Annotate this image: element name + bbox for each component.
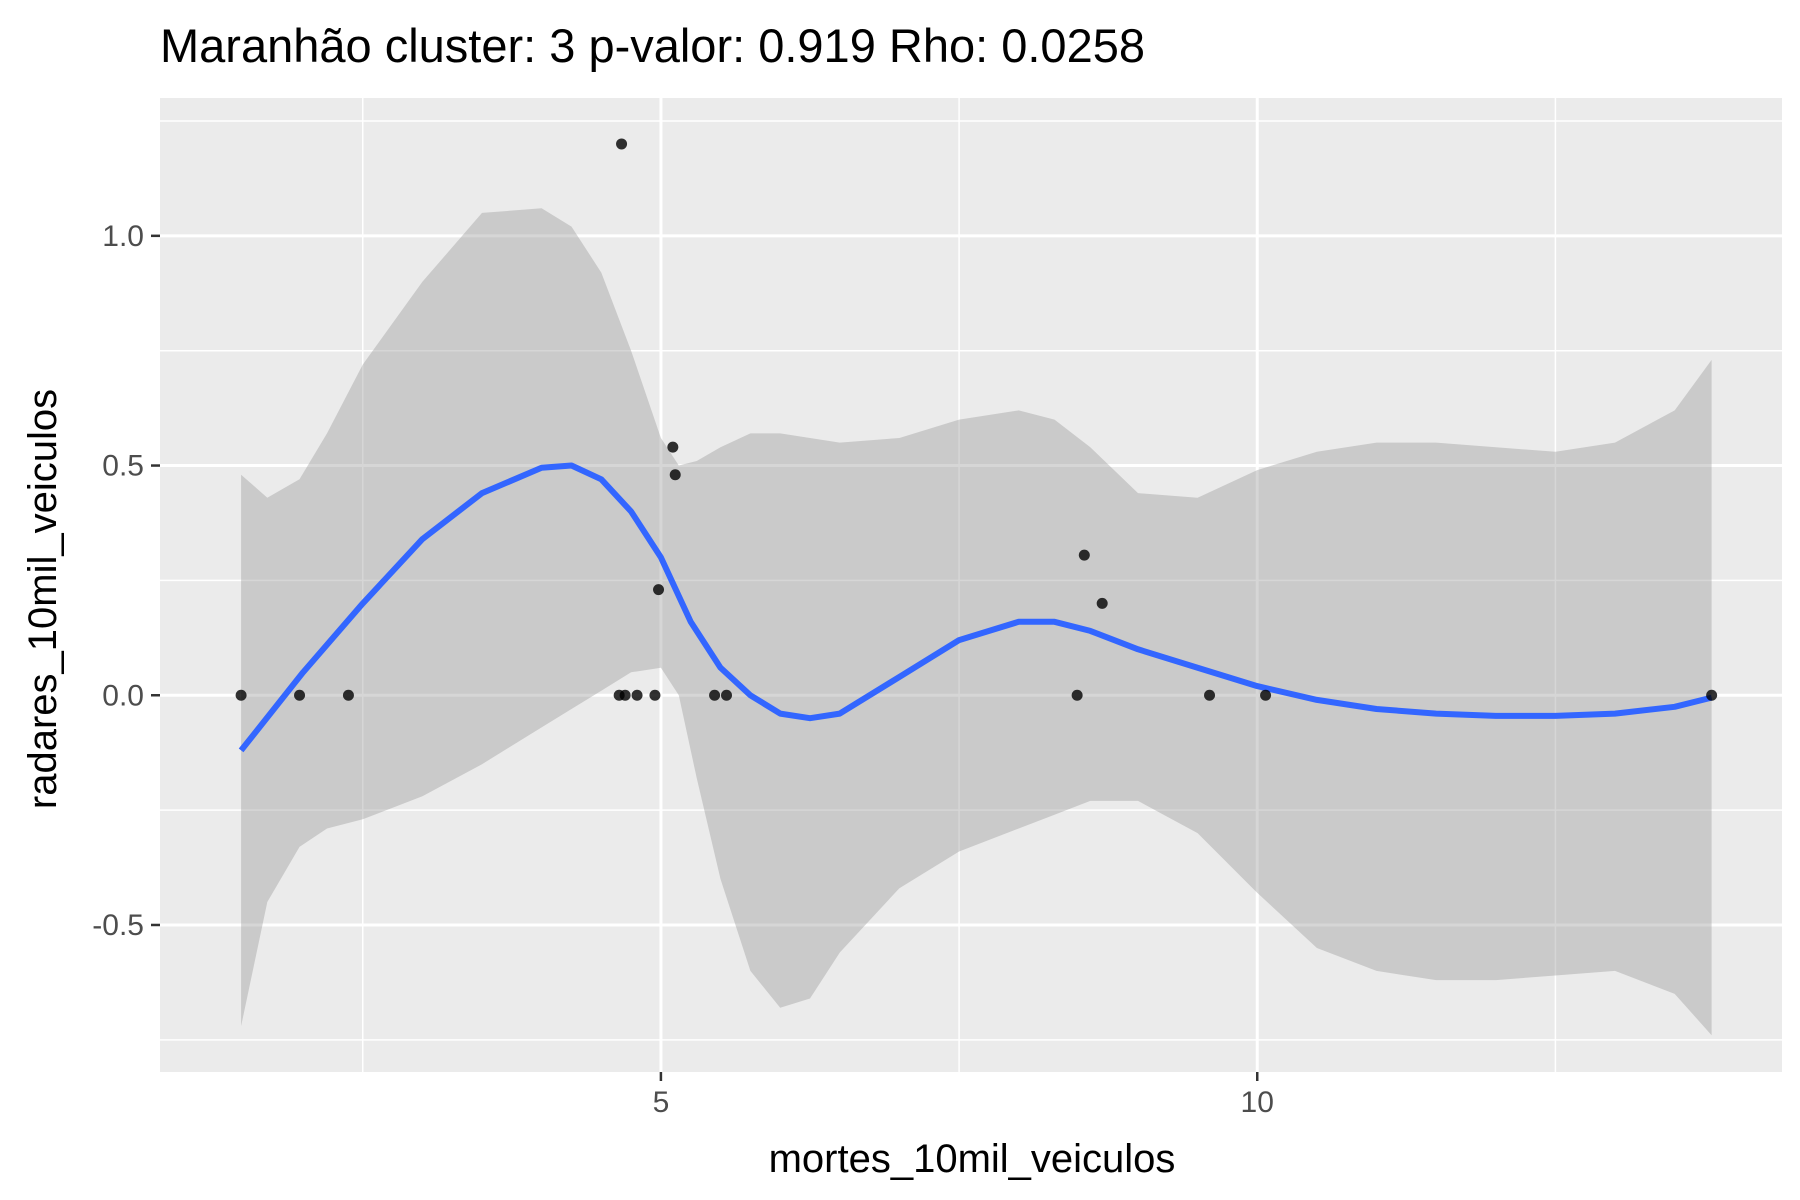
- smooth-line: [238, 462, 1713, 753]
- y-tick-label: 1.0: [102, 220, 144, 253]
- data-point: [619, 689, 631, 701]
- data-point: [1204, 689, 1216, 701]
- y-tick-label: -0.5: [92, 909, 144, 942]
- data-point: [667, 441, 679, 453]
- y-tick-label: 0.5: [102, 450, 144, 483]
- data-point: [631, 689, 643, 701]
- minor-gridlines: [160, 98, 1782, 1072]
- y-axis: -0.5 0.0 0.5 1.0: [92, 220, 160, 942]
- confidence-band-layer: [241, 208, 1712, 1036]
- x-tick-label: 10: [1241, 1086, 1274, 1119]
- x-axis-title: mortes_10mil_veiculos: [769, 1137, 1176, 1181]
- data-point: [709, 689, 721, 701]
- data-point: [649, 689, 661, 701]
- x-axis: 5 10: [653, 1072, 1274, 1119]
- data-point: [1706, 689, 1718, 701]
- data-point: [669, 469, 681, 481]
- data-point: [1260, 689, 1272, 701]
- data-point: [342, 689, 354, 701]
- scatter-points-layer: [235, 138, 1718, 701]
- data-point: [616, 138, 628, 150]
- data-point: [1078, 549, 1090, 561]
- data-point: [653, 584, 665, 596]
- data-point: [721, 689, 733, 701]
- chart-title: Maranhão cluster: 3 p-valor: 0.919 Rho: …: [160, 19, 1145, 72]
- plot-panel-background: [160, 98, 1782, 1072]
- major-gridlines: [160, 98, 1782, 1072]
- data-point: [1096, 597, 1108, 609]
- confidence-band: [241, 208, 1712, 1036]
- x-tick-label: 5: [653, 1086, 670, 1119]
- smooth-line-layer: [238, 462, 1713, 753]
- data-point: [235, 689, 247, 701]
- data-point: [1071, 689, 1083, 701]
- y-axis-title: radares_10mil_veiculos: [21, 389, 65, 809]
- y-tick-label: 0.0: [102, 679, 144, 712]
- data-point: [294, 689, 306, 701]
